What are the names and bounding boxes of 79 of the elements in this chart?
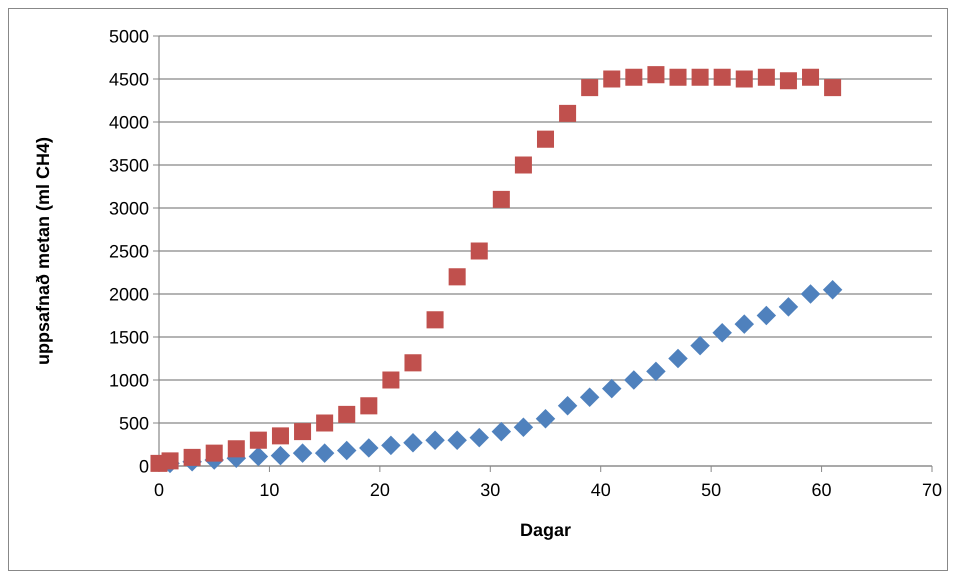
point bbox=[292, 443, 312, 463]
y-tick-label: 5000 bbox=[108, 26, 149, 46]
point bbox=[580, 387, 600, 407]
point bbox=[536, 408, 556, 428]
point bbox=[646, 362, 666, 382]
y-tick-label: 1000 bbox=[108, 370, 149, 390]
y-tick-label: 500 bbox=[118, 413, 149, 434]
point bbox=[425, 430, 445, 450]
point bbox=[690, 336, 710, 356]
point bbox=[624, 370, 644, 390]
point bbox=[714, 68, 731, 86]
y-axis-title: uppsafnað metan (ml CH4) bbox=[33, 136, 53, 366]
point bbox=[316, 414, 334, 432]
point bbox=[162, 452, 179, 470]
point bbox=[360, 397, 378, 414]
point bbox=[559, 104, 576, 122]
x-tick-label: 10 bbox=[259, 480, 280, 500]
point bbox=[314, 443, 334, 463]
point bbox=[447, 430, 467, 450]
point bbox=[469, 428, 489, 448]
y-tick-label: 4000 bbox=[108, 112, 149, 132]
point bbox=[603, 70, 620, 88]
x-tick-label: 30 bbox=[480, 480, 500, 500]
point bbox=[758, 68, 775, 86]
point bbox=[492, 190, 510, 208]
point bbox=[426, 311, 444, 328]
point bbox=[206, 444, 223, 462]
point bbox=[670, 68, 687, 86]
point bbox=[647, 66, 664, 84]
y-tick-label: 2000 bbox=[108, 284, 149, 304]
y-tick-label: 1500 bbox=[108, 327, 149, 348]
x-tick-label: 40 bbox=[590, 480, 611, 500]
point bbox=[800, 284, 820, 304]
point bbox=[712, 322, 732, 342]
y-tick-label: 2500 bbox=[108, 241, 149, 262]
x-axis-title: Dagar bbox=[520, 520, 572, 540]
point bbox=[403, 433, 423, 453]
point bbox=[602, 378, 622, 398]
point bbox=[184, 448, 201, 466]
point bbox=[536, 130, 554, 148]
x-tick-label: 70 bbox=[922, 480, 942, 500]
point bbox=[248, 446, 268, 466]
point bbox=[668, 348, 688, 368]
point bbox=[514, 418, 534, 438]
point bbox=[470, 242, 488, 260]
point bbox=[381, 436, 401, 456]
x-tick-label: 60 bbox=[812, 480, 832, 500]
point bbox=[625, 68, 642, 86]
point bbox=[692, 68, 709, 86]
point bbox=[824, 79, 842, 96]
point bbox=[404, 354, 422, 372]
y-tick-label: 4500 bbox=[108, 69, 149, 90]
point bbox=[270, 446, 290, 466]
x-tick-label: 0 bbox=[154, 480, 164, 500]
point bbox=[382, 371, 400, 389]
point bbox=[822, 280, 842, 300]
point bbox=[272, 427, 289, 444]
y-tick-label: 3000 bbox=[108, 198, 149, 218]
point bbox=[338, 406, 356, 423]
x-tick-label: 20 bbox=[370, 480, 390, 500]
point bbox=[448, 268, 466, 286]
point bbox=[558, 396, 578, 416]
point bbox=[780, 72, 797, 90]
point bbox=[294, 423, 312, 440]
point bbox=[336, 440, 356, 460]
point bbox=[736, 70, 753, 88]
point bbox=[228, 440, 245, 458]
y-tick-label: 0 bbox=[138, 456, 149, 476]
x-tick-label: 50 bbox=[701, 480, 722, 500]
y-tick-label: 3500 bbox=[108, 155, 149, 176]
point bbox=[359, 438, 379, 458]
point bbox=[514, 156, 532, 174]
point bbox=[581, 79, 598, 96]
point bbox=[250, 432, 267, 449]
point bbox=[492, 422, 512, 442]
point bbox=[802, 68, 820, 86]
point bbox=[734, 314, 754, 334]
point bbox=[778, 297, 798, 317]
point bbox=[756, 306, 776, 326]
